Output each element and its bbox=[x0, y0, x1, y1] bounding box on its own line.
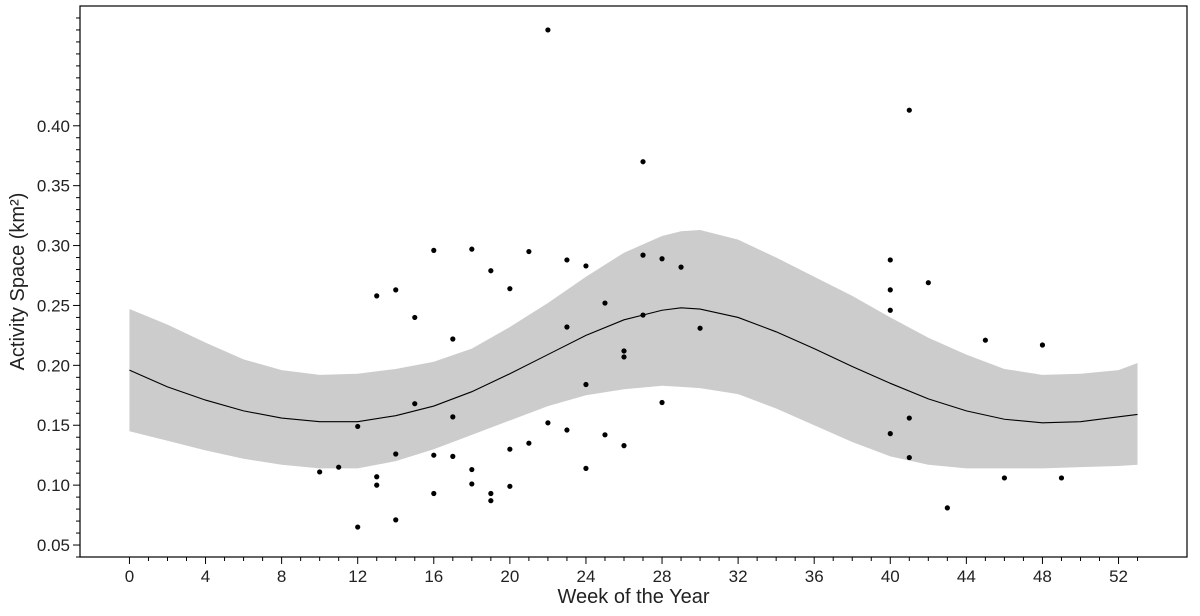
y-tick-label: 0.40 bbox=[37, 117, 70, 136]
data-point bbox=[393, 517, 399, 523]
data-point bbox=[1001, 475, 1008, 481]
data-point bbox=[906, 107, 912, 113]
y-axis: 0.05 0.10 0.15 0.20 0.25 0.30 0.35 0.40 bbox=[37, 17, 80, 558]
data-point bbox=[583, 381, 589, 388]
data-point bbox=[564, 257, 570, 263]
x-tick-label: 48 bbox=[1033, 567, 1052, 586]
data-point bbox=[469, 466, 475, 473]
data-point bbox=[507, 483, 513, 489]
data-point bbox=[450, 453, 456, 459]
x-tick-label: 40 bbox=[881, 567, 900, 586]
x-axis-label: Week of the Year bbox=[558, 586, 710, 608]
data-point bbox=[621, 348, 627, 354]
data-point bbox=[526, 440, 532, 446]
y-tick-label: 0.05 bbox=[37, 536, 70, 555]
data-point bbox=[469, 481, 475, 487]
data-point bbox=[602, 300, 608, 306]
data-point bbox=[431, 247, 437, 253]
data-point bbox=[887, 307, 893, 313]
data-point bbox=[393, 451, 399, 457]
data-point bbox=[887, 287, 893, 293]
data-point bbox=[507, 446, 513, 452]
confidence-band bbox=[129, 229, 1138, 469]
data-point bbox=[1039, 342, 1046, 348]
x-tick-label: 28 bbox=[653, 567, 672, 586]
data-point bbox=[602, 432, 608, 438]
data-point bbox=[393, 287, 399, 293]
data-point bbox=[944, 505, 950, 511]
data-point bbox=[906, 454, 912, 461]
data-point bbox=[526, 248, 532, 255]
data-point bbox=[640, 252, 646, 258]
data-point bbox=[355, 423, 361, 430]
data-point bbox=[583, 465, 589, 471]
data-point bbox=[564, 324, 570, 330]
data-point bbox=[431, 490, 437, 497]
data-point bbox=[678, 264, 684, 270]
data-point bbox=[450, 414, 456, 420]
data-point bbox=[545, 420, 551, 426]
data-point bbox=[545, 27, 551, 33]
fit-line-layer bbox=[129, 307, 1138, 424]
data-point bbox=[659, 399, 665, 406]
x-tick-label: 32 bbox=[729, 567, 748, 586]
data-point bbox=[659, 256, 665, 262]
data-point bbox=[583, 263, 589, 269]
y-tick-label: 0.30 bbox=[37, 237, 70, 256]
data-point bbox=[887, 431, 893, 437]
data-point bbox=[412, 314, 418, 321]
data-point bbox=[317, 469, 323, 475]
data-point bbox=[412, 401, 418, 407]
data-point bbox=[1058, 475, 1065, 481]
data-point bbox=[374, 482, 380, 488]
data-point bbox=[374, 474, 380, 480]
data-point bbox=[469, 246, 475, 252]
data-point bbox=[906, 415, 912, 421]
data-point bbox=[640, 312, 646, 318]
data-point bbox=[697, 325, 703, 331]
data-point bbox=[374, 293, 380, 299]
data-point bbox=[450, 336, 456, 342]
data-point bbox=[621, 443, 627, 449]
x-tick-label: 4 bbox=[201, 567, 210, 586]
data-point bbox=[621, 354, 627, 360]
confidence-band-layer bbox=[129, 229, 1138, 469]
data-point bbox=[640, 159, 646, 165]
data-point bbox=[887, 257, 893, 263]
y-tick-label: 0.20 bbox=[37, 356, 70, 375]
y-tick-label: 0.10 bbox=[37, 476, 70, 495]
data-point bbox=[564, 427, 570, 433]
data-point bbox=[336, 464, 342, 470]
y-tick-label: 0.25 bbox=[37, 296, 70, 315]
data-point bbox=[488, 268, 494, 274]
data-point bbox=[925, 280, 931, 286]
data-point bbox=[488, 498, 494, 504]
y-axis-label: Activity Space (km²) bbox=[7, 193, 29, 371]
data-point bbox=[982, 337, 988, 343]
x-tick-label: 12 bbox=[348, 567, 367, 586]
data-point bbox=[431, 452, 437, 458]
y-tick-label: 0.15 bbox=[37, 416, 70, 435]
x-tick-label: 8 bbox=[277, 567, 286, 586]
x-tick-label: 44 bbox=[957, 567, 976, 586]
fit-line bbox=[129, 307, 1138, 424]
x-tick-label: 0 bbox=[125, 567, 134, 586]
y-tick-label: 0.35 bbox=[37, 177, 70, 196]
x-tick-label: 52 bbox=[1109, 567, 1128, 586]
points-layer bbox=[317, 27, 1065, 530]
data-point bbox=[488, 490, 494, 497]
x-tick-label: 20 bbox=[500, 567, 519, 586]
data-point bbox=[507, 286, 513, 292]
x-axis: 0 4 8 12 16 20 24 28 32 36 40 44 48 52 bbox=[125, 557, 1139, 586]
x-tick-label: 36 bbox=[805, 567, 824, 586]
x-tick-label: 24 bbox=[576, 567, 595, 586]
data-point bbox=[355, 524, 361, 530]
x-tick-label: 16 bbox=[424, 567, 443, 586]
